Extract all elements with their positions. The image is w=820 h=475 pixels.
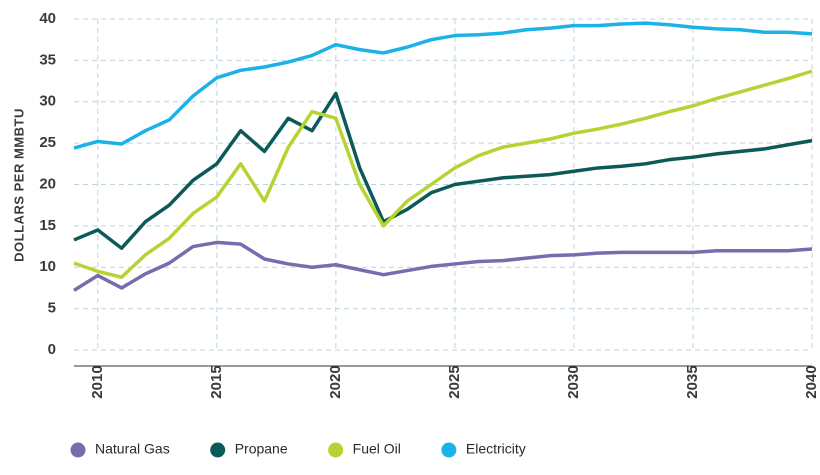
y-tick-label: 10 <box>39 258 56 275</box>
line-series <box>73 91 813 250</box>
y-axis-label: DOLLARS PER MMBTU <box>11 108 26 262</box>
legend-label: Fuel Oil <box>353 441 401 457</box>
legend-item: Fuel Oil <box>328 441 401 458</box>
y-tick-label: 30 <box>39 93 56 110</box>
legend-item: Propane <box>210 441 288 458</box>
x-tick-label: 2035 <box>684 365 701 398</box>
legend-label: Natural Gas <box>95 441 170 457</box>
y-tick-label: 0 <box>48 341 56 358</box>
x-tick-label: 2015 <box>208 365 225 398</box>
line-series <box>73 21 813 150</box>
legend-label: Propane <box>235 441 288 457</box>
line-series <box>73 240 813 292</box>
y-tick-label: 5 <box>48 300 56 317</box>
x-tick-label: 2040 <box>803 365 820 398</box>
y-tick-label: 15 <box>39 217 56 234</box>
legend-swatch <box>328 442 344 458</box>
x-tick-label: 2010 <box>89 365 106 398</box>
y-tick-label: 25 <box>39 134 56 151</box>
x-tick-label: 2020 <box>327 365 344 398</box>
line-series <box>73 69 813 279</box>
y-tick-label: 40 <box>39 10 56 27</box>
legend-swatch <box>441 442 457 458</box>
legend-swatch <box>70 442 86 458</box>
legend-item: Electricity <box>441 441 526 458</box>
legend-item: Natural Gas <box>70 441 170 458</box>
legend-swatch <box>210 442 226 458</box>
legend-label: Electricity <box>466 441 526 457</box>
x-tick-label: 2030 <box>565 365 582 398</box>
y-tick-label: 35 <box>39 51 56 68</box>
y-tick-label: 20 <box>39 175 56 192</box>
x-tick-label: 2025 <box>446 365 463 398</box>
